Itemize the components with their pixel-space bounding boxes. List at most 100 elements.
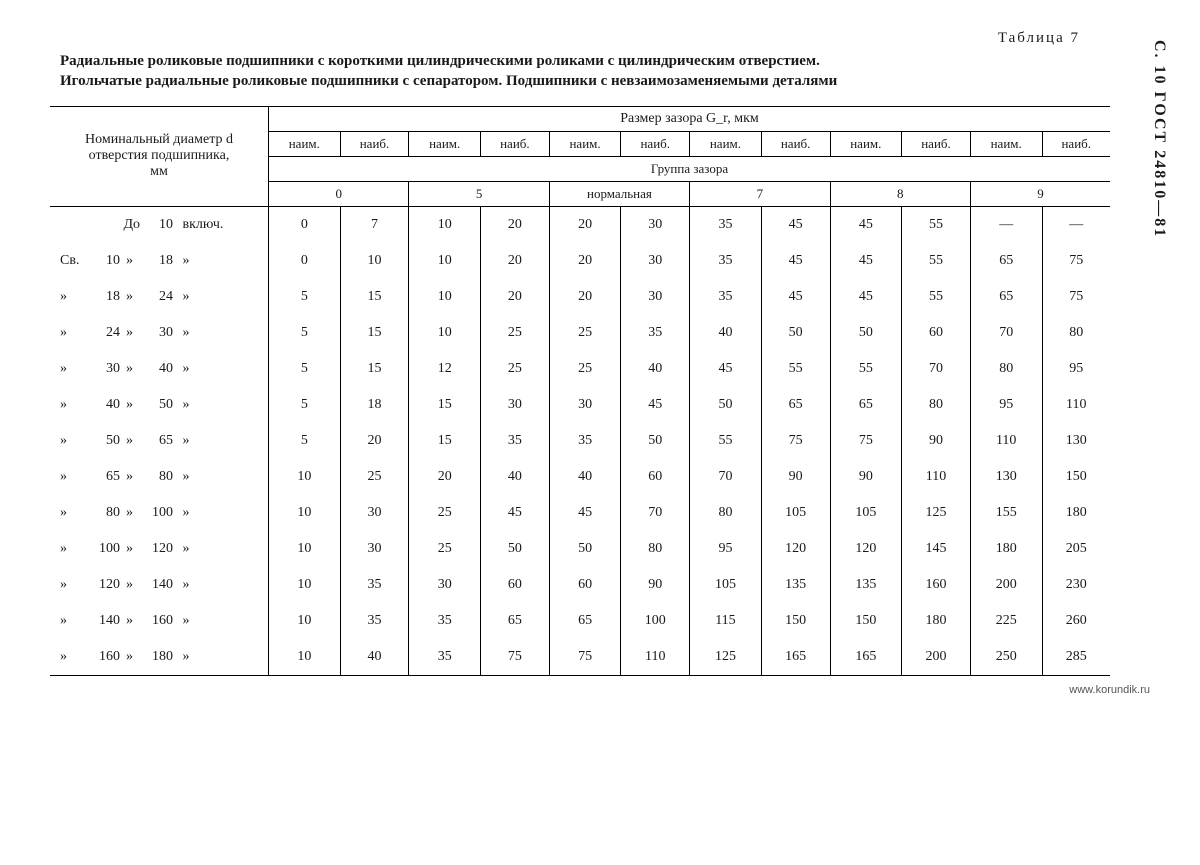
table-row: До 10 включ.071020203035454555—— xyxy=(50,206,1110,243)
table-cell: 105 xyxy=(761,495,830,531)
table-cell: 250 xyxy=(970,639,1042,676)
table-cell: 10 xyxy=(409,206,481,243)
table-row: Св.10 » 18 »01010202030354545556575 xyxy=(50,243,1110,279)
table-cell: 285 xyxy=(1042,639,1110,676)
table-cell: 130 xyxy=(970,459,1042,495)
table-cell: 200 xyxy=(970,567,1042,603)
table-cell: 65 xyxy=(970,279,1042,315)
table-cell: 75 xyxy=(761,423,830,459)
table-cell: 70 xyxy=(621,495,690,531)
table-cell: 45 xyxy=(761,243,830,279)
table-cell: 145 xyxy=(902,531,971,567)
row-range-label: До 10 включ. xyxy=(50,206,269,243)
title-line-1: Радиальные роликовые подшипники с коротк… xyxy=(60,53,820,69)
table-cell: 80 xyxy=(690,495,762,531)
table-cell: 50 xyxy=(690,387,762,423)
row-range-label: »140 » 160 » xyxy=(50,603,269,639)
table-cell: 45 xyxy=(481,495,550,531)
table-cell: 10 xyxy=(269,531,341,567)
table-cell: 135 xyxy=(761,567,830,603)
table-cell: 125 xyxy=(902,495,971,531)
document-page: С. 10 ГОСТ 24810—81 Таблица 7 Радиальные… xyxy=(40,30,1160,676)
table-cell: 20 xyxy=(549,206,621,243)
group-8: 8 xyxy=(830,181,970,206)
row-range-label: »40 » 50 » xyxy=(50,387,269,423)
table-cell: 45 xyxy=(830,243,902,279)
table-cell: 65 xyxy=(549,603,621,639)
row-range-label: »30 » 40 » xyxy=(50,351,269,387)
table-cell: 225 xyxy=(970,603,1042,639)
table-cell: 50 xyxy=(621,423,690,459)
table-cell: 30 xyxy=(340,495,409,531)
watermark: www.korundik.ru xyxy=(1069,684,1150,696)
table-cell: 55 xyxy=(830,351,902,387)
table-cell: 75 xyxy=(481,639,550,676)
header-max: наиб. xyxy=(902,131,971,156)
table-cell: 5 xyxy=(269,351,341,387)
table-cell: 45 xyxy=(830,206,902,243)
table-cell: 60 xyxy=(481,567,550,603)
table-cell: 50 xyxy=(830,315,902,351)
table-title: Радиальные роликовые подшипники с коротк… xyxy=(60,51,1100,92)
row-range-label: »160 » 180 » xyxy=(50,639,269,676)
table-cell: 40 xyxy=(621,351,690,387)
table-cell: 200 xyxy=(902,639,971,676)
table-cell: 0 xyxy=(269,243,341,279)
table-row: »160 » 180 »1040357575110125165165200250… xyxy=(50,639,1110,676)
table-cell: 75 xyxy=(1042,243,1110,279)
table-cell: 20 xyxy=(481,206,550,243)
table-row: »24 » 30 »51510252535405050607080 xyxy=(50,315,1110,351)
table-cell: 55 xyxy=(902,279,971,315)
header-min: наим. xyxy=(549,131,621,156)
row-range-label: »50 » 65 » xyxy=(50,423,269,459)
table-cell: 80 xyxy=(621,531,690,567)
table-cell: 45 xyxy=(621,387,690,423)
table-cell: 110 xyxy=(1042,387,1110,423)
table-cell: 90 xyxy=(761,459,830,495)
table-cell: 115 xyxy=(690,603,762,639)
table-cell: 30 xyxy=(409,567,481,603)
table-row: »30 » 40 »51512252540455555708095 xyxy=(50,351,1110,387)
table-cell: 90 xyxy=(902,423,971,459)
table-row: »40 » 50 »518153030455065658095110 xyxy=(50,387,1110,423)
table-cell: 5 xyxy=(269,315,341,351)
table-cell: 15 xyxy=(409,387,481,423)
table-cell: 20 xyxy=(409,459,481,495)
table-cell: 95 xyxy=(690,531,762,567)
table-row: »80 » 100 »10302545457080105105125155180 xyxy=(50,495,1110,531)
table-cell: 10 xyxy=(409,243,481,279)
table-row: »18 » 24 »51510202030354545556575 xyxy=(50,279,1110,315)
table-cell: 30 xyxy=(621,206,690,243)
table-cell: 55 xyxy=(902,243,971,279)
group-0: 0 xyxy=(269,181,409,206)
table-cell: 15 xyxy=(340,315,409,351)
table-cell: 35 xyxy=(690,279,762,315)
table-cell: 60 xyxy=(621,459,690,495)
table-cell: 25 xyxy=(340,459,409,495)
side-margin-label: С. 10 ГОСТ 24810—81 xyxy=(1150,40,1168,238)
table-cell: 45 xyxy=(549,495,621,531)
table-cell: 35 xyxy=(340,567,409,603)
clearance-table: Номинальный диаметр d отверстия подшипни… xyxy=(50,106,1110,676)
table-row: »140 » 160 »1035356565100115150150180225… xyxy=(50,603,1110,639)
table-cell: 75 xyxy=(830,423,902,459)
table-cell: 30 xyxy=(481,387,550,423)
header-min: наим. xyxy=(409,131,481,156)
title-line-2: Игольчатые радиальные роликовые подшипни… xyxy=(60,73,837,89)
table-cell: 95 xyxy=(970,387,1042,423)
table-cell: 150 xyxy=(830,603,902,639)
table-cell: 50 xyxy=(761,315,830,351)
table-cell: 100 xyxy=(621,603,690,639)
table-cell: 70 xyxy=(902,351,971,387)
group-5: 5 xyxy=(409,181,549,206)
row-range-label: »80 » 100 » xyxy=(50,495,269,531)
group-7: 7 xyxy=(690,181,830,206)
table-cell: 60 xyxy=(902,315,971,351)
table-cell: 25 xyxy=(409,531,481,567)
table-cell: 50 xyxy=(549,531,621,567)
group-9: 9 xyxy=(970,181,1110,206)
table-cell: 10 xyxy=(269,459,341,495)
table-cell: 10 xyxy=(269,639,341,676)
table-cell: 35 xyxy=(690,206,762,243)
table-cell: 10 xyxy=(269,603,341,639)
